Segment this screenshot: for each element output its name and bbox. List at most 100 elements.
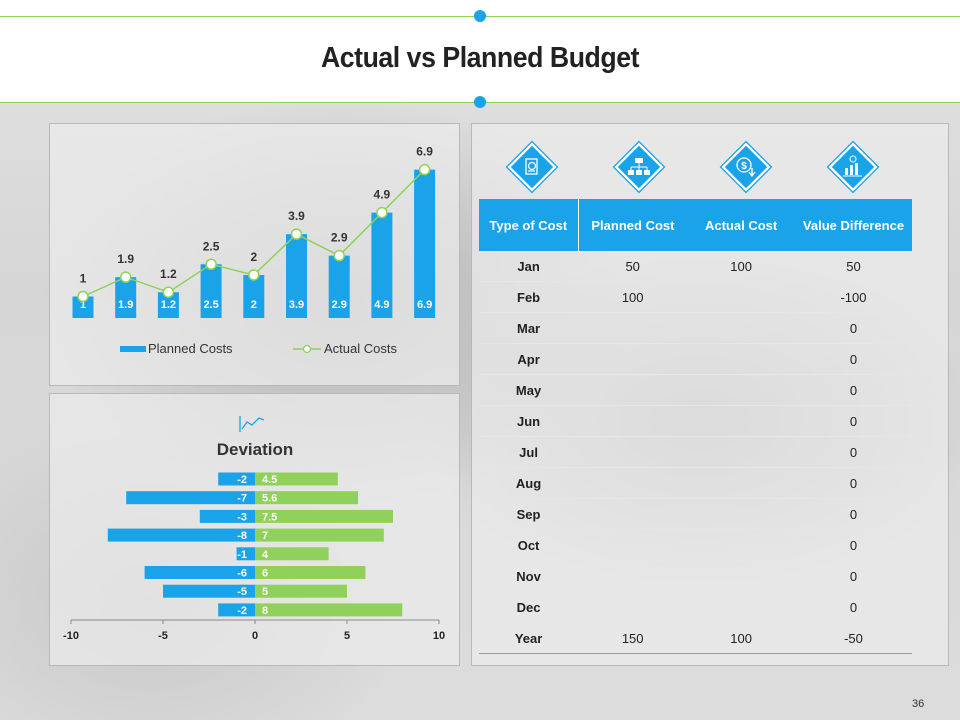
negative-bar xyxy=(236,547,255,561)
positive-bar xyxy=(255,491,359,505)
value-chart-icon xyxy=(826,140,880,194)
cell-month: May xyxy=(479,374,579,406)
cell-month: Jun xyxy=(479,405,579,437)
negative-bar xyxy=(199,509,255,523)
table-header-row: Type of Cost Planned Cost Actual Cost Va… xyxy=(479,199,912,251)
x-tick-label: 5 xyxy=(344,630,350,642)
header-planned-cost: Planned Cost xyxy=(578,199,688,251)
positive-bar-label: 4 xyxy=(262,549,269,561)
negative-bar xyxy=(218,472,255,486)
line-data-label: 2 xyxy=(250,250,257,264)
planned-bar xyxy=(72,296,94,318)
cell-month: Jan xyxy=(479,251,579,282)
actual-point xyxy=(418,163,431,176)
line-data-label: 2.5 xyxy=(203,239,220,253)
positive-bar xyxy=(255,528,384,542)
x-tick-label: 10 xyxy=(433,630,445,642)
bar-data-label: 2.9 xyxy=(332,299,347,311)
planned-bar xyxy=(200,264,222,318)
cell-actual xyxy=(687,281,795,313)
actual-point xyxy=(376,206,388,219)
table-row: Sep 0 xyxy=(479,498,912,530)
line-data-label: 1.2 xyxy=(160,267,177,281)
cell-actual xyxy=(687,436,795,468)
cell-planned xyxy=(578,560,688,592)
cell-actual xyxy=(687,498,795,530)
table-row: Nov 0 xyxy=(479,560,912,592)
cell-difference: 50 xyxy=(794,251,912,282)
cell-actual xyxy=(687,343,795,375)
negative-bar xyxy=(144,566,255,579)
positive-bar-label: 5 xyxy=(262,586,268,598)
cell-actual: 100 xyxy=(687,251,795,282)
cell-planned xyxy=(578,312,688,344)
bar-data-label: 1 xyxy=(80,299,86,311)
table-row: Apr 0 xyxy=(479,343,912,375)
line-data-label: 3.9 xyxy=(288,209,305,223)
cell-difference: 0 xyxy=(794,405,912,437)
actual-point xyxy=(162,286,175,298)
cell-difference: -100 xyxy=(794,281,912,313)
cell-difference: -50 xyxy=(794,622,912,654)
cell-planned xyxy=(578,529,688,561)
cell-difference: 0 xyxy=(794,436,912,468)
table-row: Aug 0 xyxy=(479,467,912,499)
cell-month: Oct xyxy=(479,529,579,561)
line-data-label: 6.9 xyxy=(416,145,433,159)
table-icons: $ xyxy=(505,140,880,194)
bar-line-chart: 1 1.9 1.2 2.5 2 3.9 2.9 4.9 6.9 1 1.9 1.2 2.5 2 3.9 2.9… xyxy=(72,145,436,356)
deviation-title: Deviation xyxy=(217,440,294,459)
legend-planned-label: Planned Costs xyxy=(148,341,233,356)
line-data-label: 1 xyxy=(80,272,87,286)
header-value-difference: Value Difference xyxy=(794,199,912,251)
actual-point xyxy=(290,228,303,240)
header-top-dot xyxy=(474,10,486,22)
cell-difference: 0 xyxy=(794,498,912,530)
negative-bar-label: -1 xyxy=(237,549,247,561)
cell-difference: 0 xyxy=(794,560,912,592)
table-row: Oct 0 xyxy=(479,529,912,561)
cell-difference: 0 xyxy=(794,591,912,623)
deviation-chart: Deviation -2 4.5 -7 5.6 -3 7.5 -8 7 -1 4 -6 6 -5 5 -2 8 -… xyxy=(63,416,445,642)
cell-month: Aug xyxy=(479,467,579,499)
header-bottom-dot xyxy=(474,96,486,108)
cell-month: Feb xyxy=(479,281,579,313)
cell-planned xyxy=(578,405,688,437)
planned-bar xyxy=(243,275,265,318)
flowchart-icon xyxy=(612,140,666,194)
positive-bar xyxy=(255,566,366,579)
bar-data-label: 1.9 xyxy=(118,299,133,311)
table-row: Dec 0 xyxy=(479,591,912,623)
cell-actual xyxy=(687,560,795,592)
cost-table: Type of Cost Planned Cost Actual Cost Va… xyxy=(479,199,912,654)
bar-data-label: 4.9 xyxy=(374,299,389,311)
positive-bar-label: 7.5 xyxy=(262,511,277,523)
cell-actual xyxy=(687,374,795,406)
negative-bar-label: -2 xyxy=(237,605,247,617)
positive-bar-label: 4.5 xyxy=(262,474,277,486)
positive-bar-label: 5.6 xyxy=(262,493,277,505)
line-data-label: 2.9 xyxy=(331,231,348,245)
cell-planned xyxy=(578,374,688,406)
table-row: Mar 0 xyxy=(479,312,912,344)
planned-bar xyxy=(115,277,137,318)
x-tick-label: 0 xyxy=(252,630,258,642)
cell-month: Nov xyxy=(479,560,579,592)
planned-bar xyxy=(286,234,307,318)
planned-bar xyxy=(157,292,179,318)
deviation-chart-icon xyxy=(241,417,265,430)
cell-planned xyxy=(578,498,688,530)
positive-bar xyxy=(255,603,403,617)
cell-month: Jul xyxy=(479,436,579,468)
bar-data-label: 2.5 xyxy=(203,299,218,311)
positive-bar xyxy=(255,509,393,523)
legend-actual-marker xyxy=(302,344,312,354)
bar-data-label: 1.2 xyxy=(161,299,176,311)
positive-bar-label: 8 xyxy=(262,605,268,617)
dollar-down-icon: $ xyxy=(719,140,773,194)
actual-point xyxy=(333,249,345,262)
legend-planned-swatch xyxy=(120,346,146,352)
positive-bar-label: 7 xyxy=(262,530,268,542)
planned-bar xyxy=(371,212,393,318)
bar-data-label: 6.9 xyxy=(417,299,432,311)
